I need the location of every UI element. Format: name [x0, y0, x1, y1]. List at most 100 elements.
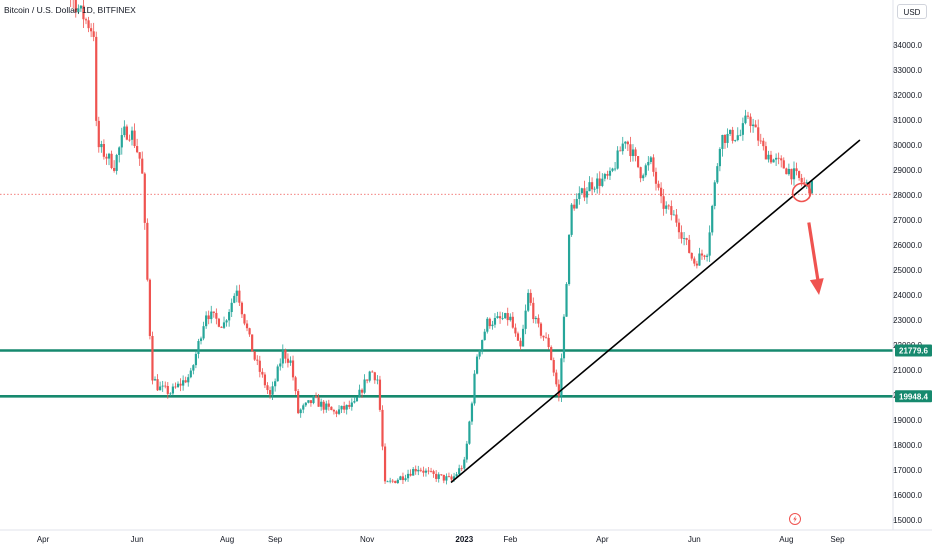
- candle-body: [199, 338, 203, 342]
- candle-body: [309, 400, 313, 404]
- y-tick-label: 31000.0: [893, 116, 922, 125]
- candle-body: [693, 258, 696, 264]
- candle-body: [263, 374, 267, 386]
- candle-body: [580, 188, 583, 194]
- candle-body: [222, 322, 226, 328]
- candle-body: [662, 196, 665, 209]
- candle-body: [705, 255, 709, 257]
- y-tick-label: 26000.0: [893, 241, 922, 250]
- y-tick-label: 17000.0: [893, 466, 922, 475]
- candle-body: [79, 5, 82, 9]
- candle-body: [524, 310, 527, 329]
- candle-body: [192, 365, 195, 371]
- currency-button[interactable]: USD: [897, 4, 927, 19]
- candle-body: [723, 134, 727, 143]
- candle-body: [491, 324, 494, 327]
- trendline[interactable]: [450, 139, 861, 484]
- candles-layer: [70, 0, 813, 485]
- candle-body: [261, 371, 264, 375]
- candle-body: [659, 187, 663, 197]
- candle-body: [406, 473, 410, 479]
- arrow-shaft[interactable]: [807, 222, 820, 282]
- candle-body: [465, 443, 468, 460]
- candle-body: [805, 182, 808, 184]
- candle-body: [667, 205, 670, 207]
- candle-body: [110, 153, 113, 169]
- candle-body: [596, 178, 599, 189]
- candle-body: [187, 377, 190, 383]
- candle-body: [534, 317, 537, 320]
- candle-body: [432, 471, 435, 474]
- candle-body: [514, 327, 517, 334]
- candle-body: [304, 402, 307, 406]
- candle-body: [516, 333, 520, 341]
- candle-body: [233, 295, 236, 303]
- candle-body: [521, 328, 525, 347]
- candle-body: [567, 234, 571, 285]
- highlight-circle[interactable]: [791, 182, 812, 203]
- candle-body: [647, 161, 650, 166]
- candle-body: [276, 366, 279, 382]
- candle-body: [340, 405, 343, 410]
- candle-body: [143, 173, 146, 223]
- candle-body: [575, 198, 578, 209]
- candle-body: [284, 350, 287, 359]
- candle-body: [376, 379, 379, 381]
- candle-body: [289, 360, 292, 363]
- candle-body: [279, 363, 282, 367]
- candle-body: [690, 252, 693, 259]
- time-axis[interactable]: Apr Jun Aug Sep Nov 2023 Feb Apr Jun Aug Sep: [0, 529, 932, 544]
- candle-body: [754, 124, 757, 128]
- candle-body: [202, 326, 205, 339]
- candle-body: [82, 5, 85, 20]
- candle-body: [626, 141, 629, 145]
- candle-body: [245, 323, 249, 329]
- candle-body: [601, 178, 604, 186]
- candle-body: [87, 20, 90, 29]
- candle-body: [412, 468, 415, 476]
- y-tick-label: 32000.0: [893, 91, 922, 100]
- candle-body: [624, 141, 627, 144]
- chart-title: Bitcoin / U.S. Dollar, 1D, BITFINEX: [4, 5, 136, 15]
- candle-body: [148, 279, 152, 336]
- price-axis[interactable]: 34000.0 33000.0 32000.0 31000.0 30000.0 29000…: [892, 0, 923, 530]
- candle-body: [675, 214, 678, 223]
- candle-body: [102, 144, 105, 157]
- candle-body: [302, 405, 305, 410]
- candle-body: [501, 318, 504, 320]
- candle-body: [291, 360, 295, 378]
- candle-body: [217, 318, 221, 327]
- candle-body: [253, 351, 256, 360]
- y-tick-label: 29000.0: [893, 166, 922, 175]
- candle-body: [207, 315, 210, 320]
- candle-body: [682, 238, 686, 239]
- candle-body: [728, 129, 732, 134]
- candle-body: [634, 149, 637, 157]
- candle-body: [107, 153, 111, 159]
- arrow-head[interactable]: [809, 278, 824, 295]
- candle-body: [399, 476, 402, 480]
- candle-body: [718, 148, 721, 167]
- candle-body: [537, 317, 540, 324]
- candle-body: [550, 347, 553, 361]
- candle-body: [677, 222, 681, 233]
- candle-body: [698, 253, 701, 266]
- y-tick-label: 30000.0: [893, 141, 922, 150]
- candle-body: [552, 360, 555, 373]
- candle-body: [92, 31, 95, 37]
- candle-body: [700, 253, 704, 256]
- candle-body: [230, 302, 233, 313]
- candle-body: [330, 406, 333, 411]
- y-tick-label: 15000.0: [893, 516, 922, 525]
- candle-body: [368, 371, 371, 381]
- candle-body: [437, 474, 440, 479]
- support-level-label: 21779.6: [899, 347, 928, 356]
- candle-body: [164, 385, 167, 387]
- candle-body: [205, 315, 208, 327]
- candle-body: [588, 182, 591, 192]
- candle-body: [174, 386, 177, 388]
- y-tick-label: 33000.0: [893, 66, 922, 75]
- candle-body: [314, 396, 318, 398]
